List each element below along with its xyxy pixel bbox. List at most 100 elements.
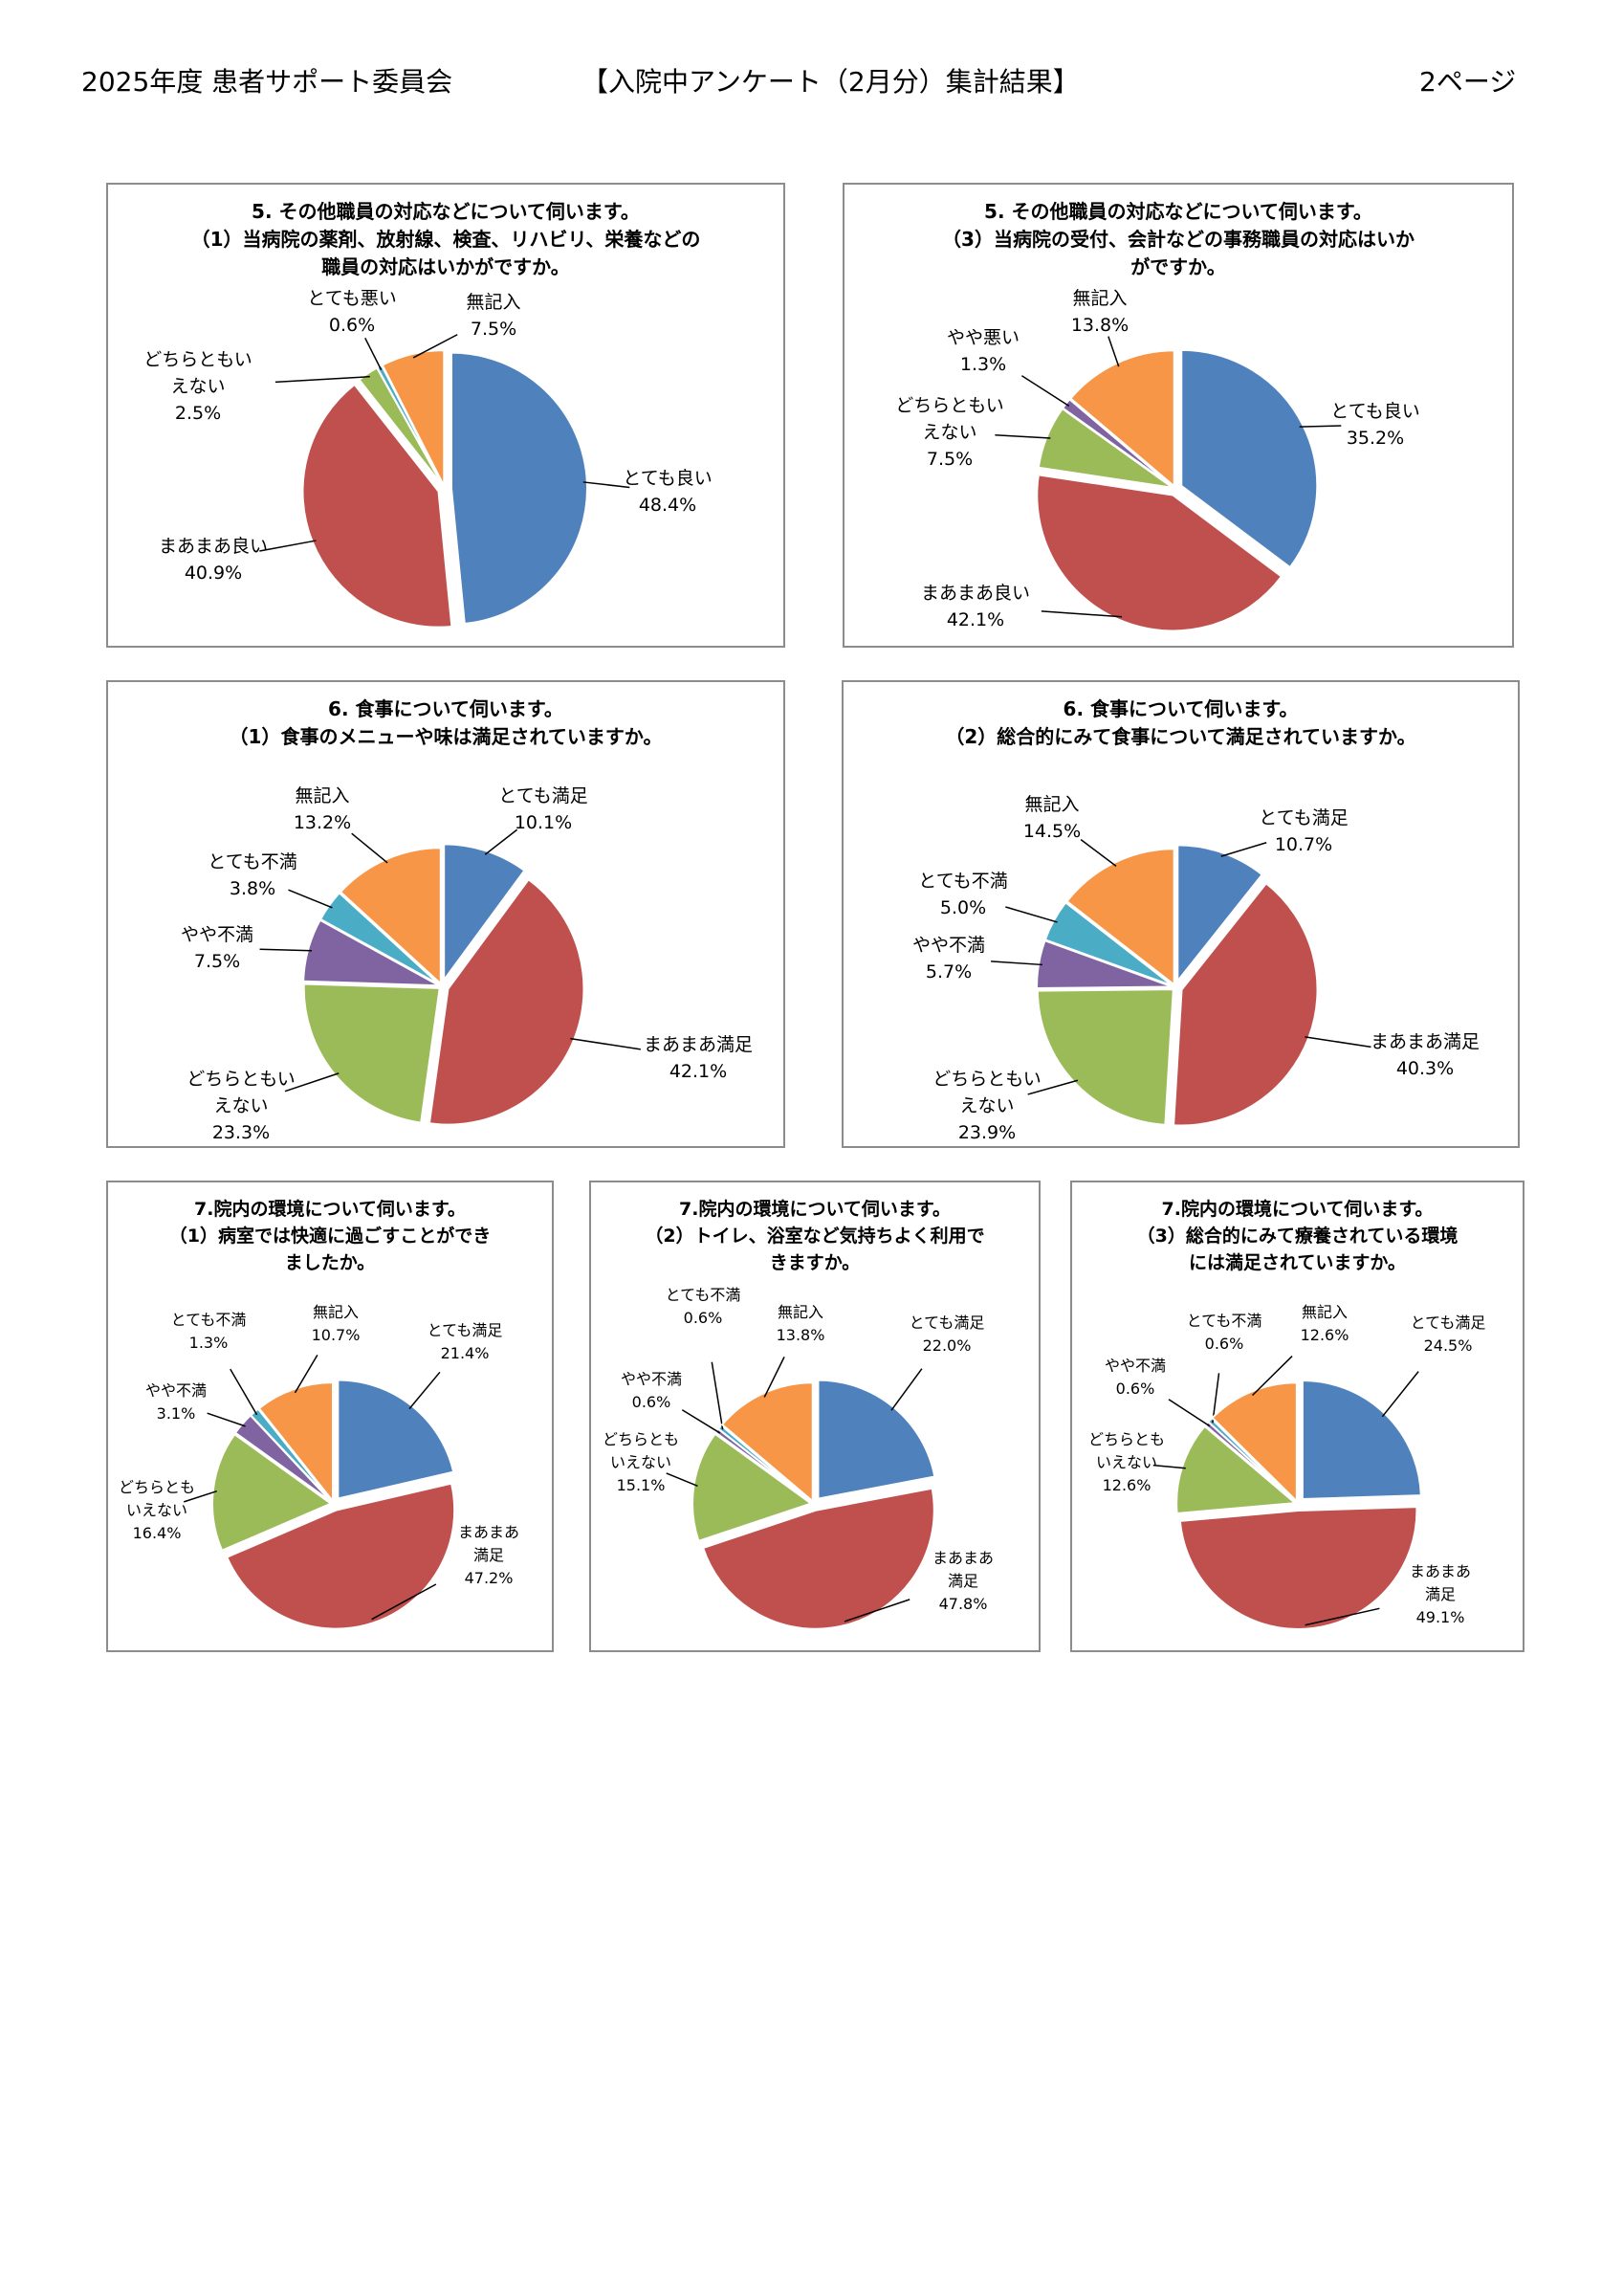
data-label: まあまあ良い 40.9% <box>158 536 269 584</box>
pie-chart-meal-menu: 6. 食事について伺います。 （1）食事のメニューや味は満足されていますか。とて… <box>106 680 785 1148</box>
data-label: とても満足 21.4% <box>427 1321 503 1362</box>
chart-title: 7.院内の環境について伺います。 （3）総合的にみて療養されている環境 には満足… <box>1136 1199 1459 1273</box>
data-label: まあまあ 満足 49.1% <box>1409 1562 1472 1626</box>
leader-line <box>582 481 630 489</box>
pie-slice <box>302 982 441 1124</box>
pie-slice <box>1175 1424 1298 1515</box>
data-label: まあまあ 満足 47.2% <box>457 1523 520 1587</box>
data-label: やや悪い 1.3% <box>946 327 1020 375</box>
data-label: まあまあ満足 42.1% <box>643 1034 754 1082</box>
pie-slice <box>211 1432 334 1553</box>
chart-title: 5. その他職員の対応などについて伺います。 （1）当病院の薬剤、放射線、検査、… <box>190 200 701 278</box>
leader-line <box>230 1368 258 1416</box>
leader-line <box>1252 1355 1293 1397</box>
pie-plot <box>259 828 641 1126</box>
leader-line <box>570 1037 641 1050</box>
pie-plot <box>666 1357 936 1630</box>
pie-slice <box>302 918 440 987</box>
data-label: とても不満 3.8% <box>208 851 297 899</box>
pie-slice <box>691 1432 814 1543</box>
pie-slice <box>1301 1379 1422 1501</box>
data-label: 無記入 13.8% <box>1070 288 1130 336</box>
pie-chart-staff-office: 5. その他職員の対応などについて伺います。 （3）当病院の受付、会計などの事務… <box>843 183 1514 648</box>
leader-line <box>1212 1373 1220 1424</box>
data-label: とても満足 10.7% <box>1259 807 1349 855</box>
pie-plot <box>1152 1355 1422 1630</box>
leader-line <box>371 1583 437 1621</box>
pie-slice <box>1036 988 1174 1126</box>
leader-line <box>274 375 370 384</box>
leader-line <box>1299 425 1342 428</box>
pie-slice <box>1176 844 1264 984</box>
data-label: とても良い 48.4% <box>623 468 713 516</box>
leader-line <box>284 1072 340 1093</box>
pie-slice <box>225 1482 456 1630</box>
pie-slice <box>701 1487 935 1630</box>
pie-slice <box>339 847 442 986</box>
data-label: とても不満 0.6% <box>1186 1312 1262 1353</box>
leader-line <box>890 1368 923 1411</box>
data-label: まあまあ 満足 47.8% <box>932 1549 995 1613</box>
data-label: どちらともい えない 23.3% <box>186 1069 296 1143</box>
pie-slice <box>257 1381 335 1505</box>
pie-plot <box>183 1354 456 1630</box>
leader-line <box>408 1371 441 1410</box>
leader-line <box>364 337 383 370</box>
data-label: 無記入 13.8% <box>776 1303 825 1344</box>
chart-title: 6. 食事について伺います。 （2）総合的にみて食事について満足されていますか。 <box>945 697 1416 748</box>
data-label: 無記入 12.6% <box>1300 1303 1349 1344</box>
leader-line <box>351 832 388 864</box>
data-label: 無記入 13.2% <box>293 785 352 833</box>
data-label: やや不満 0.6% <box>620 1370 683 1411</box>
pie-slice <box>1065 848 1175 987</box>
pie-slice <box>1206 1417 1297 1503</box>
header-page-number: 2ページ <box>1419 66 1517 98</box>
data-label: とても悪い 0.6% <box>307 288 397 336</box>
data-label: まあまあ良い 42.1% <box>920 583 1031 630</box>
pie-slice <box>318 891 441 986</box>
pie-slice <box>1178 1506 1418 1630</box>
leader-line <box>484 828 518 855</box>
data-label: とても満足 22.0% <box>909 1314 985 1355</box>
chart-title: 6. 食事について伺います。 （1）食事のメニューや味は満足されていますか。 <box>229 697 663 748</box>
pie-slice <box>817 1379 936 1500</box>
pie-chart-staff-medical: 5. その他職員の対応などについて伺います。 （1）当病院の薬剤、放射線、検査、… <box>106 183 785 648</box>
leader-line <box>1080 839 1117 867</box>
data-label: とても不満 0.6% <box>665 1286 741 1327</box>
leader-line <box>995 433 1051 439</box>
chart-title: 5. その他職員の対応などについて伺います。 （3）当病院の受付、会計などの事務… <box>942 200 1415 278</box>
data-label: とても満足 10.1% <box>498 785 588 833</box>
data-label: 無記入 10.7% <box>311 1303 361 1344</box>
data-label: やや不満 5.7% <box>911 935 986 982</box>
leader-line <box>1041 610 1123 618</box>
leader-line <box>1005 906 1058 923</box>
data-label: やや不満 0.6% <box>1104 1357 1167 1398</box>
pie-slice <box>450 351 588 626</box>
leader-line <box>991 960 1043 966</box>
header-report-title: 【入院中アンケート（2月分）集計結果】 <box>581 66 1080 98</box>
leader-line <box>711 1361 724 1430</box>
chart-title: 7.院内の環境について伺います。 （1）病室では快適に過ごすことができ ましたか… <box>168 1199 492 1273</box>
chart-title: 7.院内の環境について伺います。 （2）トイレ、浴室など気持ちよく利用で きます… <box>645 1199 985 1273</box>
leader-line <box>1381 1371 1419 1418</box>
data-label: どちらともい えない 7.5% <box>895 395 1004 470</box>
pie-slice <box>716 1424 813 1503</box>
leader-line <box>1108 336 1120 367</box>
pie-slice <box>337 1379 455 1500</box>
data-label: どちらともい えない 23.9% <box>932 1069 1042 1143</box>
leader-line <box>1305 1036 1371 1049</box>
leader-line <box>294 1354 318 1394</box>
pie-slice <box>443 843 526 983</box>
leader-line <box>207 1412 246 1427</box>
pie-plot <box>259 334 630 629</box>
pie-chart-meal-overall: 6. 食事について伺います。 （2）総合的にみて食事について満足されていますか。… <box>842 680 1520 1148</box>
data-label: どちらとも いえない 16.4% <box>118 1478 196 1542</box>
leader-line <box>1220 842 1267 857</box>
leader-line <box>844 1599 910 1623</box>
pie-slice <box>1036 474 1283 632</box>
pie-slice <box>1180 348 1319 569</box>
pie-slice <box>428 877 585 1126</box>
data-label: とても満足 24.5% <box>1410 1314 1486 1355</box>
pie-slice <box>1173 881 1319 1127</box>
data-label: どちらとも いえない 12.6% <box>1087 1430 1166 1494</box>
